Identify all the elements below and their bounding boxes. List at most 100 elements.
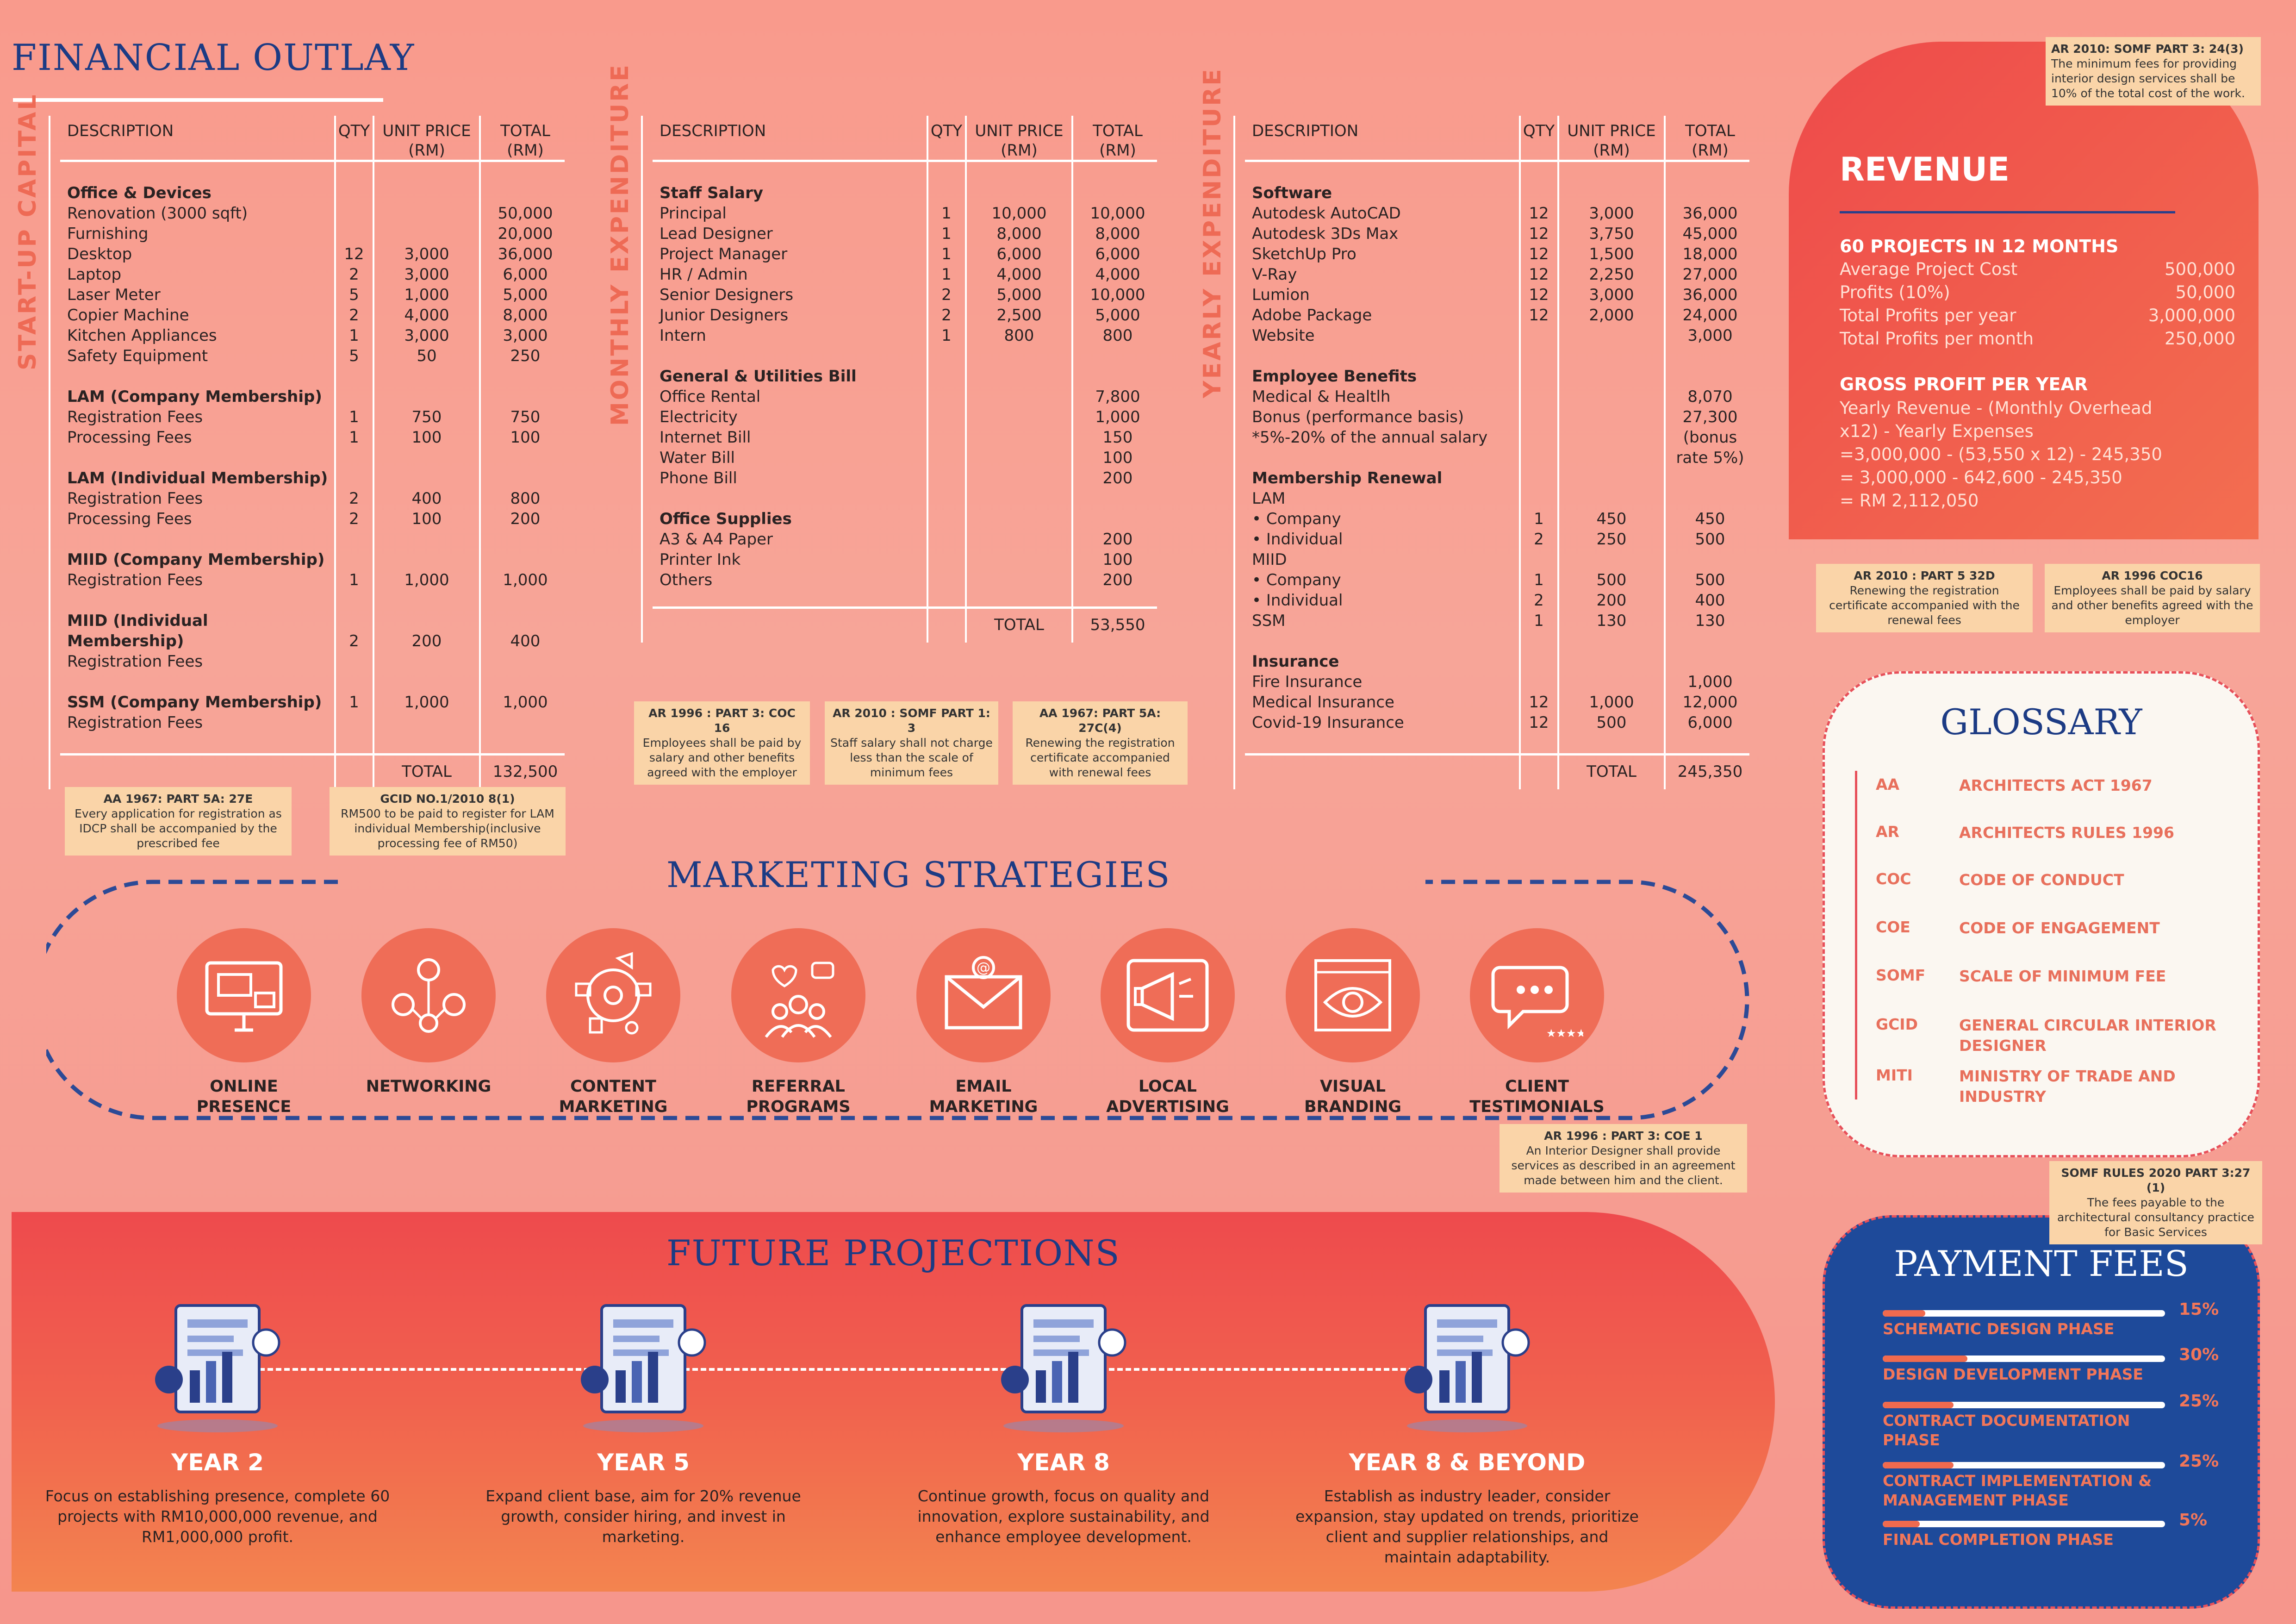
row-unit-price: 2,500 [996,306,1042,325]
row-description: Kitchen Appliances [67,326,217,345]
table-row: • Individual 2 200 400 [1231,590,1759,611]
row-unit-price: 2,000 [1589,306,1634,325]
table-row: Medical & Healtlh 8,070 [1231,387,1759,407]
glossary-abbr: COE [1876,918,1910,936]
row-qty: 12 [1529,265,1549,284]
row-total: 8,070 [1687,387,1733,406]
row-unit-price: 5,000 [996,286,1042,304]
gross-profit-line: =3,000,000 - (53,550 x 12) - 245,350 [1840,444,2162,464]
row-total: 500 [1695,571,1725,589]
row-total: 8,000 [503,306,548,325]
row-total: 3,000 [503,326,548,345]
col-header-total: TOTAL (RM) [1685,122,1735,160]
table-row: Registration Fees 1 750 750 [46,407,574,427]
table-row: Adobe Package 12 2,000 24,000 [1231,305,1759,325]
table-row: Bonus (performance basis) 27,300 [1231,407,1759,427]
table-row: SSM 1 130 130 [1231,611,1759,631]
payment-phase-label: CONTRACT DOCUMENTATION PHASE [1883,1412,2130,1449]
marketing-circle [177,928,311,1062]
table-row: Insurance [1231,651,1759,672]
table-divider [1519,116,1521,789]
row-qty: 2 [349,306,359,325]
table-row: Project Manager 1 6,000 6,000 [639,244,1166,264]
row-qty: 12 [1529,286,1549,304]
row-qty: 2 [1534,591,1544,610]
total-label: TOTAL [994,616,1044,634]
glossary-abbr: AA [1876,775,1900,793]
marketing-label: CONTENT MARKETING [559,1077,668,1116]
projection-illustration [994,1287,1133,1435]
row-description: Junior Designers [660,306,789,325]
row-unit-price: 4,000 [996,265,1042,284]
row-total: 130 [1695,612,1725,630]
row-unit-price: 130 [1596,612,1627,630]
marketing-circle [1286,928,1420,1062]
marketing-circle [1101,928,1235,1062]
glossary-abbr: MITI [1876,1066,1913,1084]
row-qty: 1 [941,245,952,263]
glossary-abbr: SOMF [1876,966,1926,984]
table-divider [479,116,481,789]
col-header-total: TOTAL (RM) [500,122,550,160]
row-description: MIID [1252,550,1287,569]
row-description: A3 & A4 Paper [660,530,773,549]
revenue-line-label: Profits (10%) [1840,282,1950,302]
network-icon [392,958,466,1033]
payment-percent: 25% [2179,1452,2219,1471]
table-row: Internet Bill 150 [639,427,1166,448]
glossary-definition: ARCHITECTS RULES 1996 [1959,824,2174,842]
table-header-rule [653,160,1157,162]
col-header-unit-price: UNIT PRICE (RM) [1567,122,1656,160]
payment-panel: PAYMENT FEES 15% SCHEMATIC DESIGN PHASE 30… [1823,1215,2260,1609]
row-description: Office Supplies [660,510,792,528]
table-row: Office & Devices [46,183,574,203]
table-row: MIID [1231,550,1759,570]
svg-text:@: @ [977,960,990,976]
row-unit-price: 3,750 [1589,225,1634,243]
row-description: Laser Meter [67,286,161,304]
row-total: (bonus [1683,428,1737,447]
table-row: Printer Ink 100 [639,550,1166,570]
revenue-line-value: 500,000 [2164,259,2235,279]
row-unit-price: 4,000 [404,306,449,325]
table-row: General & Utilities Bill [639,366,1166,387]
col-header-description: DESCRIPTION [660,122,766,140]
chat-icon: ★★★★★ [1491,966,1583,1040]
table-row: Autodesk AutoCAD 12 3,000 36,000 [1231,203,1759,224]
row-total: 36,000 [1682,204,1738,223]
table-row: Covid-19 Insurance 12 500 6,000 [1231,712,1759,733]
table-row: Fire Insurance 1,000 [1231,672,1759,692]
table-row: Membership) 2 200 400 [46,631,574,651]
marketing-title: MARKETING STRATEGIES [666,854,1171,895]
row-total: 10,000 [1090,286,1145,304]
row-description: Autodesk AutoCAD [1252,204,1401,223]
row-description: Registration Fees [67,571,203,589]
table-row: Laser Meter 5 1,000 5,000 [46,285,574,305]
table-row: Electricity 1,000 [639,407,1166,427]
row-unit-price: 1,000 [1589,693,1634,712]
payment-phase-label: CONTRACT IMPLEMENTATION & MANAGEMENT PHA… [1883,1472,2152,1509]
table-row: • Company 1 500 500 [1231,570,1759,590]
row-unit-price: 3,000 [404,326,449,345]
table-divider [373,116,374,789]
row-unit-price: 2,250 [1589,265,1634,284]
revenue-title: REVENUE [1840,150,2010,188]
table-row: Website 3,000 [1231,325,1759,346]
marketing-dashed-loop [46,880,1749,1120]
table-row: LAM [1231,488,1759,509]
row-total: 200 [510,510,541,528]
row-unit-price: 1,000 [404,571,449,589]
table-row: SSM (Company Membership) 1 1,000 1,000 [46,692,574,712]
row-description: Copier Machine [67,306,189,325]
row-total: rate 5%) [1676,449,1744,467]
projection-description: Establish as industry leader, consider e… [1295,1487,1639,1566]
row-description: Processing Fees [67,510,192,528]
note-ar2010-somf1: AR 2010 : SOMF PART 1: 3 Staff salary sha… [825,701,998,785]
row-description: Processing Fees [67,428,192,447]
row-description: Internet Bill [660,428,751,447]
payment-phase-label: DESIGN DEVELOPMENT PHASE [1883,1365,2143,1383]
row-description: SSM [1252,612,1286,630]
row-total: 45,000 [1682,225,1738,243]
row-qty: 1 [349,571,359,589]
row-description: • Company [1252,571,1341,589]
